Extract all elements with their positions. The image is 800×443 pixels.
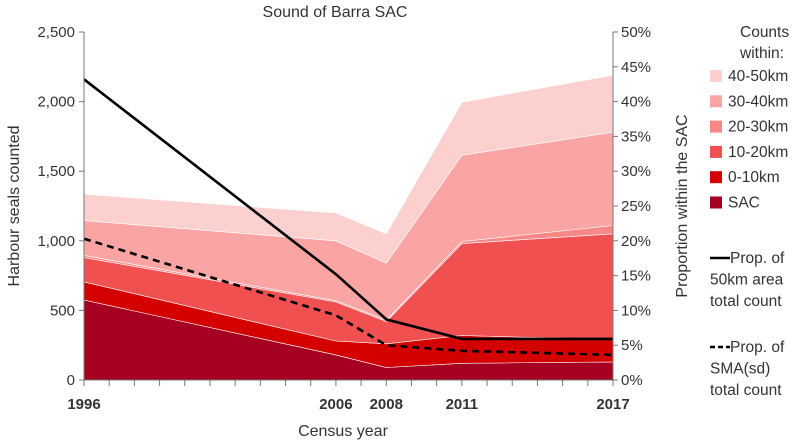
axes: 0 500 1,000 1,500 2,000 2,500 0% 5% 10% 15% 20% 25%…	[37, 24, 651, 413]
y-tick-label: 2,000	[37, 94, 75, 111]
line-prop-sma-total	[83, 237, 614, 357]
legend-label-line-0: 50km area	[710, 272, 784, 289]
x-tick-label: 1996	[67, 396, 100, 413]
y2-tick-label: 45%	[621, 59, 651, 76]
y2-tick-label: 20%	[621, 233, 651, 250]
legend-swatch-0-10km	[710, 171, 722, 184]
legend-swatch-40-50km	[710, 70, 722, 82]
y2-tick-label: 40%	[621, 94, 651, 111]
x-axis-title: Census year	[298, 423, 388, 440]
y2-axis-title: Proportion within the SAC	[674, 114, 691, 297]
legend-swatch-10-20km	[710, 145, 722, 158]
proportion-lines	[83, 78, 614, 357]
y-tick-label: 1,000	[37, 233, 75, 250]
y-tick-label: 0	[67, 372, 75, 389]
legend-label-10-20km: 10-20km	[728, 144, 788, 161]
y2-tick-label: 30%	[621, 163, 651, 180]
y-tick-label: 500	[50, 302, 75, 319]
legend-swatch-sac	[710, 196, 722, 209]
y2-tick-label: 15%	[621, 268, 651, 285]
legend-label-line-0: total count	[710, 293, 782, 310]
legend-swatch-30-40km	[710, 95, 722, 108]
legend-label-30-40km: 30-40km	[728, 93, 788, 110]
legend-label-20-30km: 20-30km	[728, 119, 788, 136]
y2-tick-label: 50%	[621, 24, 651, 41]
legend-label-40-50km: 40-50km	[728, 68, 788, 85]
legend-label-0-10km: 0-10km	[728, 169, 780, 186]
x-tick-label: 2006	[319, 396, 352, 413]
legend-title: Counts	[740, 24, 789, 41]
y-tick-label: 1,500	[37, 163, 75, 180]
y2-tick-label: 0%	[621, 372, 643, 389]
x-tick-label: 2011	[446, 396, 479, 413]
y2-tick-label: 35%	[621, 128, 651, 145]
legend-swatch-20-30km	[710, 120, 722, 133]
y-axis-title: Harbour seals counted	[6, 126, 23, 287]
legend-title: within:	[739, 45, 784, 62]
plot-area	[83, 74, 614, 381]
line-prop-50km-total	[83, 78, 613, 341]
y-tick-label: 2,500	[37, 24, 75, 41]
y2-tick-label: 10%	[621, 302, 651, 319]
legend: Counts within: 40-50km 30-40km 20-30km 10-20k…	[710, 24, 789, 399]
legend-label-line-1: total count	[710, 382, 782, 399]
chart-title: Sound of Barra SAC	[263, 4, 408, 21]
legend-label-line-0: Prop. of	[730, 250, 785, 267]
y2-tick-label: 5%	[621, 337, 643, 354]
legend-label-sac: SAC	[728, 195, 760, 212]
legend-label-line-1: Prop. of	[730, 339, 785, 356]
y2-tick-label: 25%	[621, 198, 651, 215]
legend-label-line-1: SMA(sd)	[710, 361, 770, 378]
x-tick-label: 2008	[370, 396, 403, 413]
x-tick-label: 2017	[596, 396, 629, 413]
